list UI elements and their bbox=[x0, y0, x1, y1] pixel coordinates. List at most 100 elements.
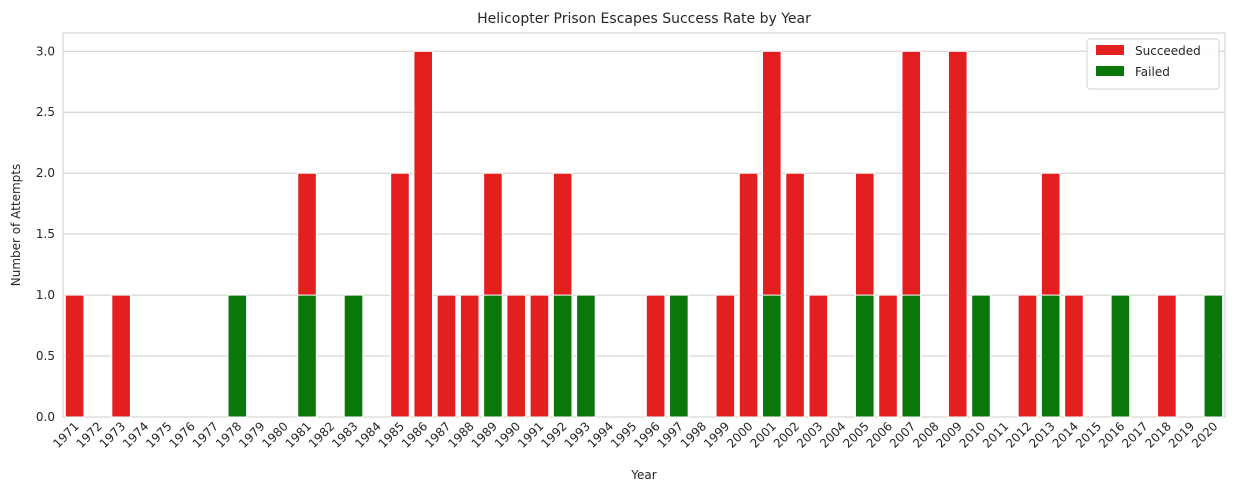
x-tick-label: 1976 bbox=[166, 419, 197, 450]
bar-succeeded-1985 bbox=[390, 172, 410, 418]
bar-succeeded-2002 bbox=[785, 172, 805, 418]
bar-failed-1983 bbox=[343, 294, 364, 418]
x-tick-label: 1986 bbox=[399, 419, 430, 450]
bar-failed-1997 bbox=[669, 294, 689, 418]
y-tick-label: 1.5 bbox=[36, 227, 55, 241]
bar-failed-2005 bbox=[854, 294, 875, 418]
bar-failed-1992 bbox=[552, 294, 573, 418]
bar-succeeded-1971 bbox=[64, 294, 85, 418]
x-tick-label: 1978 bbox=[213, 419, 244, 450]
bar-succeeded-1986 bbox=[413, 50, 434, 418]
x-tick-label: 2013 bbox=[1026, 419, 1057, 450]
bar-failed-1993 bbox=[576, 294, 596, 418]
x-tick-label: 1991 bbox=[515, 419, 546, 450]
bars bbox=[64, 50, 1224, 418]
bar-succeeded-2012 bbox=[1017, 294, 1038, 418]
x-tick-label: 1997 bbox=[654, 419, 685, 450]
x-tick-label: 2016 bbox=[1096, 419, 1127, 450]
x-tick-label: 1989 bbox=[469, 419, 500, 450]
x-tick-label: 2014 bbox=[1050, 419, 1081, 450]
x-tick-label: 1992 bbox=[538, 419, 569, 450]
bar-succeeded-1996 bbox=[645, 294, 666, 418]
x-tick-label: 1982 bbox=[306, 419, 337, 450]
x-tick-label: 2004 bbox=[817, 419, 848, 450]
x-tick-label: 1984 bbox=[352, 419, 383, 450]
x-tick-label: 2002 bbox=[771, 419, 802, 450]
x-tick-label: 1979 bbox=[236, 419, 267, 450]
bar-failed-2001 bbox=[762, 294, 782, 418]
x-tick-label: 1994 bbox=[585, 419, 616, 450]
x-tick-label: 2012 bbox=[1003, 419, 1034, 450]
bar-failed-2013 bbox=[1040, 294, 1061, 418]
x-tick-label: 1980 bbox=[259, 419, 290, 450]
x-tick-label: 1996 bbox=[631, 419, 662, 450]
bar-failed-1989 bbox=[483, 294, 503, 418]
y-tick-label: 0.0 bbox=[36, 410, 55, 424]
chart-title: Helicopter Prison Escapes Success Rate b… bbox=[477, 11, 811, 27]
x-tick-label: 2007 bbox=[887, 419, 918, 450]
y-tick-label: 3.0 bbox=[36, 44, 55, 58]
x-tick-label: 2008 bbox=[910, 419, 941, 450]
x-tick-label: 2017 bbox=[1119, 419, 1150, 450]
x-tick-label: 1990 bbox=[492, 419, 523, 450]
x-tick-label: 1977 bbox=[190, 419, 221, 450]
x-tick-label: 2011 bbox=[980, 419, 1011, 450]
legend-label-failed: Failed bbox=[1135, 65, 1170, 79]
bar-failed-2016 bbox=[1110, 294, 1131, 418]
x-axis-label: Year bbox=[630, 468, 656, 482]
bar-succeeded-2014 bbox=[1064, 294, 1084, 418]
x-tick-label: 2015 bbox=[1073, 419, 1104, 450]
x-tick-label: 1995 bbox=[608, 419, 639, 450]
bar-failed-2007 bbox=[901, 294, 922, 418]
x-tick-label: 1972 bbox=[73, 419, 104, 450]
y-tick-label: 2.0 bbox=[36, 166, 55, 180]
x-tick-label: 2018 bbox=[1143, 419, 1174, 450]
x-tick-label: 1974 bbox=[120, 419, 151, 450]
x-tick-label: 1981 bbox=[283, 419, 314, 450]
y-tick-label: 2.5 bbox=[36, 105, 55, 119]
bar-succeeded-2000 bbox=[738, 172, 759, 418]
x-tick-label: 1987 bbox=[422, 419, 453, 450]
x-tick-label: 2003 bbox=[794, 419, 825, 450]
x-tick-label: 1998 bbox=[678, 419, 709, 450]
bar-failed-1978 bbox=[227, 294, 248, 418]
bar-succeeded-1987 bbox=[436, 294, 457, 418]
bar-succeeded-2006 bbox=[878, 294, 898, 418]
x-tick-label: 1975 bbox=[143, 419, 174, 450]
x-tick-label: 2020 bbox=[1189, 419, 1220, 450]
bar-failed-2020 bbox=[1203, 294, 1224, 418]
x-axis-ticks: 1971197219731974197519761977197819791980… bbox=[50, 419, 1220, 450]
bar-succeeded-1991 bbox=[529, 294, 550, 418]
x-tick-label: 1999 bbox=[701, 419, 732, 450]
bar-succeeded-2003 bbox=[808, 294, 829, 418]
bar-succeeded-1999 bbox=[715, 294, 736, 418]
x-tick-label: 2001 bbox=[747, 419, 778, 450]
x-tick-label: 1983 bbox=[329, 419, 360, 450]
x-tick-label: 2000 bbox=[724, 419, 755, 450]
x-tick-label: 2009 bbox=[933, 419, 964, 450]
legend-swatch-succeeded bbox=[1096, 45, 1124, 55]
x-tick-label: 1985 bbox=[376, 419, 407, 450]
y-axis-label: Number of Attempts bbox=[9, 164, 23, 286]
y-axis-ticks: 0.0 0.5 1.0 1.5 2.0 2.5 3.0 bbox=[36, 44, 55, 424]
bar-succeeded-1988 bbox=[459, 294, 480, 418]
x-tick-label: 2010 bbox=[957, 419, 988, 450]
x-tick-label: 2019 bbox=[1166, 419, 1197, 450]
bar-succeeded-1990 bbox=[506, 294, 526, 418]
y-tick-label: 1.0 bbox=[36, 288, 55, 302]
legend-label-succeeded: Succeeded bbox=[1135, 44, 1201, 58]
bar-failed-1981 bbox=[297, 294, 317, 418]
x-tick-label: 1993 bbox=[562, 419, 593, 450]
legend-swatch-failed bbox=[1096, 66, 1124, 76]
bar-succeeded-2018 bbox=[1157, 294, 1177, 418]
x-tick-label: 1973 bbox=[97, 419, 128, 450]
bar-succeeded-2009 bbox=[947, 50, 968, 418]
x-tick-label: 2006 bbox=[864, 419, 895, 450]
x-tick-label: 2005 bbox=[840, 419, 871, 450]
x-tick-label: 1988 bbox=[445, 419, 476, 450]
y-tick-label: 0.5 bbox=[36, 349, 55, 363]
bar-failed-2010 bbox=[971, 294, 991, 418]
bar-succeeded-1973 bbox=[111, 294, 131, 418]
legend: Succeeded Failed bbox=[1086, 38, 1220, 90]
